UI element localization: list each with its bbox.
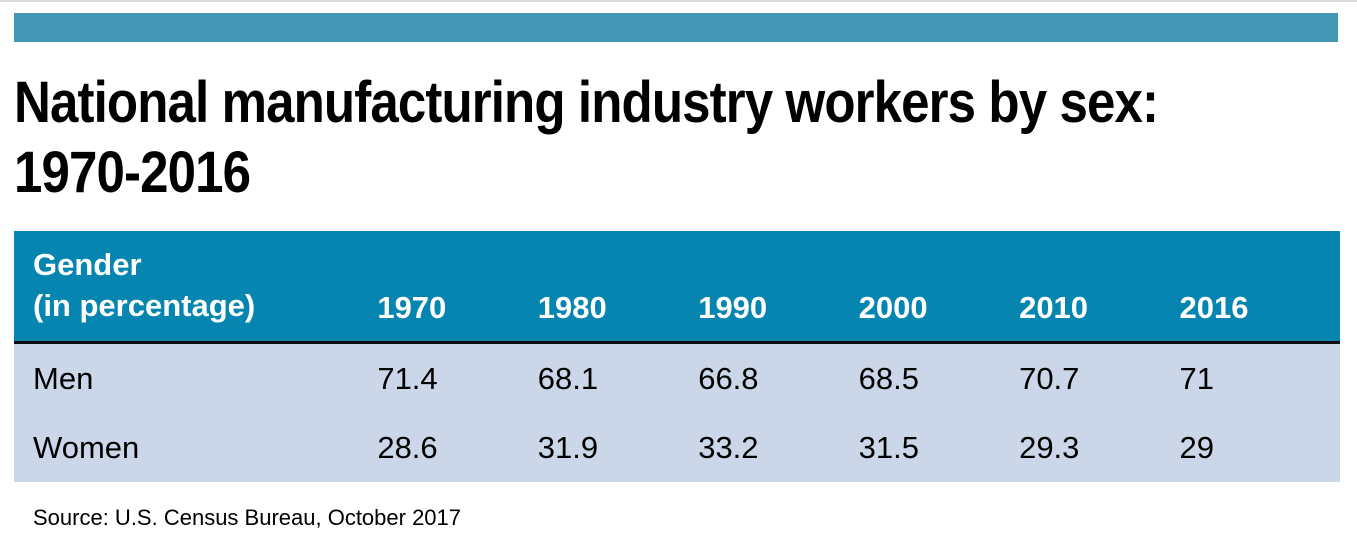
year-header: 1990: [698, 231, 859, 343]
table-row-women: Women 28.6 31.9 33.2 31.5 29.3 29: [14, 413, 1340, 482]
table-cell: 66.8: [698, 342, 859, 413]
accent-bar: [14, 13, 1338, 42]
page-title-line-1: National manufacturing industry workers …: [14, 70, 1159, 135]
table-cell: 28.6: [377, 413, 538, 482]
table-cell: 68.5: [858, 342, 1020, 413]
year-header: 2010: [1019, 231, 1180, 343]
table-cell: 33.2: [698, 413, 859, 482]
table-cell: 71.4: [377, 342, 538, 413]
table-cell: 31.5: [858, 413, 1020, 482]
page-title: National manufacturing industry workers …: [14, 68, 1196, 208]
infographic-canvas: National manufacturing industry workers …: [0, 0, 1357, 530]
table-cell: 29: [1179, 413, 1340, 482]
table-row-men: Men 71.4 68.1 66.8 68.5 70.7 71: [14, 342, 1340, 413]
row-label-men: Men: [14, 342, 378, 413]
table-cell: 29.3: [1019, 413, 1180, 482]
page-title-line-2: 1970-2016: [14, 140, 251, 205]
table-cell: 68.1: [537, 342, 699, 413]
row-label-women: Women: [14, 413, 378, 482]
table-cell: 31.9: [537, 413, 699, 482]
top-border-line: [0, 0, 1357, 2]
corner-header-line-1: Gender: [33, 247, 142, 282]
year-header: 1970: [377, 231, 538, 343]
corner-header-cell: Gender (in percentage): [14, 231, 378, 343]
year-header: 1980: [537, 231, 699, 343]
table-cell: 71: [1179, 342, 1340, 413]
corner-header-line-2: (in percentage): [33, 288, 256, 323]
table-cell: 70.7: [1019, 342, 1180, 413]
table-header-row: Gender (in percentage) 1970 1980 1990 20…: [14, 231, 1340, 343]
year-header: 2016: [1179, 231, 1340, 343]
data-table: Gender (in percentage) 1970 1980 1990 20…: [14, 231, 1340, 482]
source-note: Source: U.S. Census Bureau, October 2017: [33, 505, 462, 530]
year-header: 2000: [858, 231, 1020, 343]
